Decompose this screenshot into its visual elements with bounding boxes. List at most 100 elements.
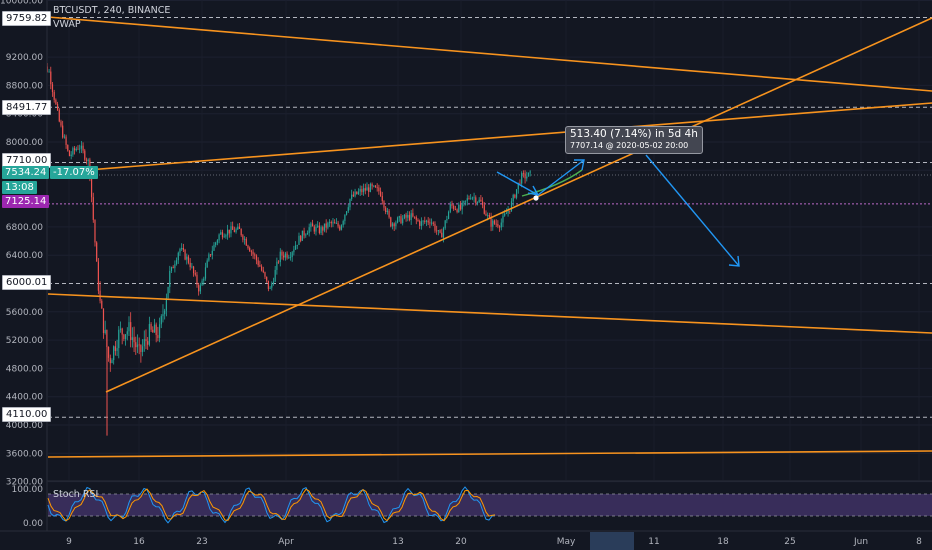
candle-body xyxy=(368,187,370,192)
candle-body xyxy=(150,324,152,330)
candle-body xyxy=(92,197,94,220)
candle-body xyxy=(454,209,456,210)
candle-body xyxy=(283,255,285,258)
candle-body xyxy=(478,199,480,203)
anchor-point[interactable] xyxy=(533,195,539,201)
candle-body xyxy=(296,244,298,246)
candle-body xyxy=(204,267,207,279)
candle-body xyxy=(238,226,241,229)
candle-body xyxy=(395,222,397,227)
candle-body xyxy=(175,260,178,265)
candle-body xyxy=(140,344,142,352)
time-tick-label: 11 xyxy=(648,537,659,547)
candle-body xyxy=(330,221,332,224)
time-tick-label: Apr xyxy=(278,537,294,547)
candle-body xyxy=(102,308,105,333)
indicator-label-stoch-rsi[interactable]: Stoch RSI xyxy=(53,489,99,500)
candle-body xyxy=(527,172,530,177)
indicator-label-vwap[interactable]: VWAP xyxy=(53,19,81,30)
candle-body xyxy=(243,238,246,240)
projection-arrow[interactable] xyxy=(496,171,539,196)
candle-body xyxy=(262,270,264,273)
candle-body xyxy=(230,226,232,234)
candle-body xyxy=(73,148,76,151)
time-axis-bg xyxy=(0,531,932,550)
candle-body xyxy=(444,220,446,229)
candle-body xyxy=(257,260,259,266)
curve-marker[interactable] xyxy=(521,169,583,197)
candle-body xyxy=(288,257,290,259)
candle-body xyxy=(524,173,526,179)
trendlines[interactable] xyxy=(47,16,932,458)
candle-body xyxy=(515,189,518,198)
candle-body xyxy=(126,331,128,335)
candle-body xyxy=(310,223,312,228)
candle-body xyxy=(235,229,237,233)
candle-body xyxy=(133,337,135,343)
horizontal-levels xyxy=(48,16,932,418)
candle-body xyxy=(391,223,394,227)
candle-body xyxy=(186,256,188,260)
candle-body xyxy=(334,222,336,224)
candle-body xyxy=(403,214,405,219)
candle-body xyxy=(352,194,354,197)
time-tick-label: 18 xyxy=(717,537,729,547)
candle-body xyxy=(225,235,227,237)
candle-body xyxy=(347,207,349,212)
candle-body xyxy=(497,223,499,227)
projection-arrow[interactable] xyxy=(537,159,585,196)
candle-body xyxy=(119,328,122,330)
candle-body xyxy=(153,324,156,333)
candle-body xyxy=(320,227,322,233)
candle-body xyxy=(177,252,179,261)
time-axis[interactable]: 9 16 23 Apr 13 20 May 11 18 25 Jun 8 xyxy=(0,530,932,550)
candle-body xyxy=(386,210,388,213)
candle-body xyxy=(131,337,133,341)
candle-body xyxy=(323,223,326,231)
candle-body xyxy=(63,136,65,138)
projection-arrows[interactable] xyxy=(496,154,740,267)
symbol-title[interactable]: BTCUSDT, 240, BINANCE xyxy=(53,5,171,16)
candle-body xyxy=(410,213,412,221)
projection-arrow[interactable] xyxy=(645,154,740,267)
trendline[interactable] xyxy=(74,102,932,172)
candle-body xyxy=(107,346,110,358)
rsi-band xyxy=(48,494,932,516)
candle-body xyxy=(106,329,108,347)
price-tick-label: 6400.00 xyxy=(6,251,43,261)
trendline[interactable] xyxy=(47,293,932,334)
measure-change: 513.40 (7.14%) in 5d 4h xyxy=(570,128,698,140)
candle-body xyxy=(417,219,419,222)
candle-body xyxy=(77,148,79,150)
candle-body xyxy=(179,248,181,253)
candle-body xyxy=(359,189,361,192)
candle-body xyxy=(405,214,407,218)
stoch-rsi-pane xyxy=(0,480,932,524)
candle-body xyxy=(70,154,72,157)
arrow-head[interactable] xyxy=(574,159,585,171)
candle-body xyxy=(164,310,166,315)
price-tick-label: 3600.00 xyxy=(6,449,43,459)
trendline[interactable] xyxy=(47,450,932,458)
candle-body xyxy=(327,222,329,228)
candle-body xyxy=(464,200,467,202)
candle-body xyxy=(470,198,472,200)
candle-body xyxy=(62,125,64,138)
candle-body xyxy=(51,84,54,93)
arrow-head[interactable] xyxy=(728,255,740,267)
candle-body xyxy=(390,217,392,227)
price-axis[interactable]: 10000.009200.008800.008400.008000.007600… xyxy=(0,0,48,531)
candle-body xyxy=(141,346,144,352)
candle-body xyxy=(437,230,439,232)
candle-body xyxy=(485,213,487,216)
trendline[interactable] xyxy=(47,16,932,92)
candle-body xyxy=(198,284,200,292)
candle-body xyxy=(56,104,59,110)
candle-body xyxy=(147,341,149,345)
trendline[interactable] xyxy=(105,17,932,393)
candle-body xyxy=(461,202,463,210)
candle-body xyxy=(529,171,531,173)
candle-body xyxy=(345,211,348,215)
